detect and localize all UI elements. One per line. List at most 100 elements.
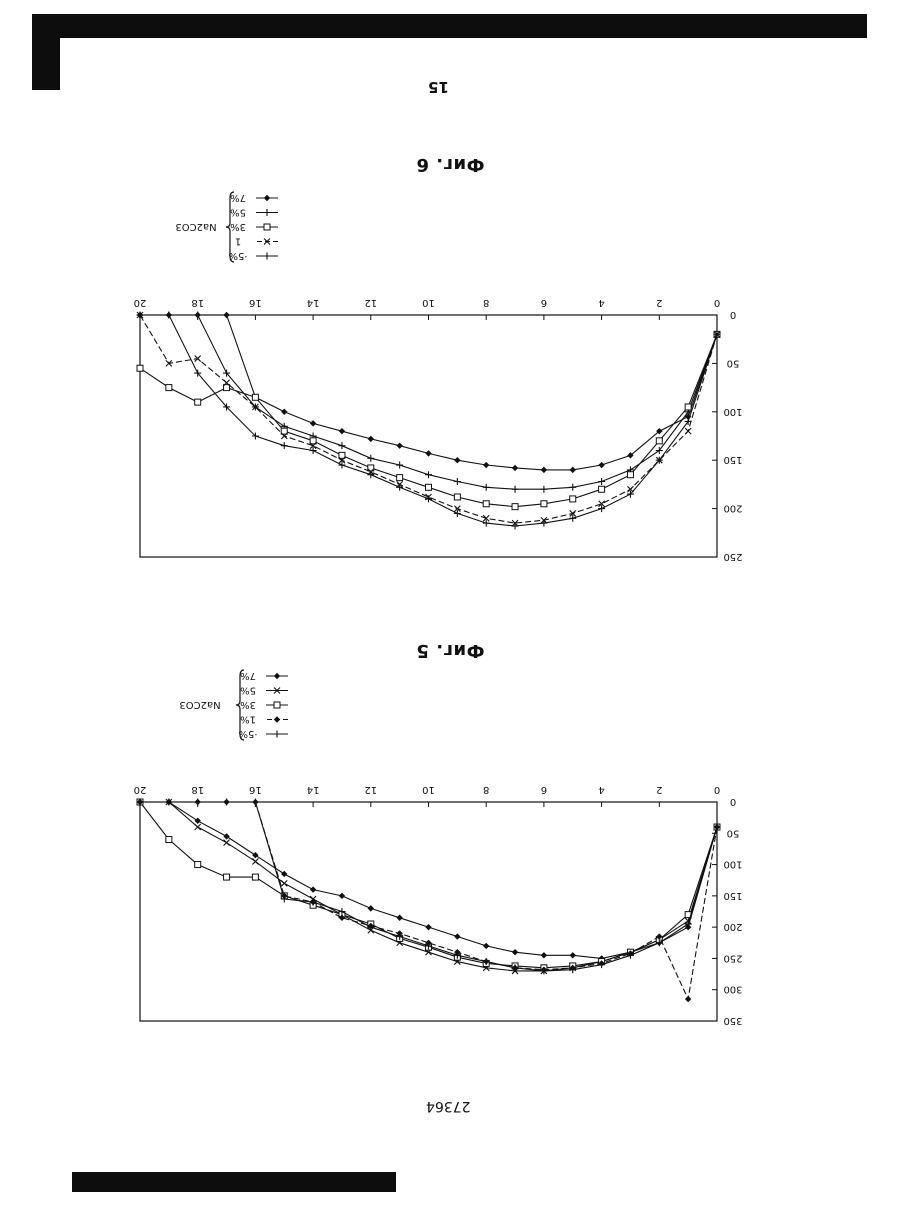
fig5-series-point: [223, 799, 230, 806]
fig6-series-point: [252, 394, 258, 400]
fig6-series-point: [540, 486, 547, 493]
fig5-legend-marker: [274, 731, 281, 738]
fig5-series-point: [195, 862, 201, 868]
fig6-series-point: [194, 312, 201, 319]
figure-6-chart: 050100150200250 02468101214161820 7%5%3%…: [134, 192, 743, 562]
fig6-x-tick-label: 6: [541, 297, 547, 308]
fig6-series-point: [166, 385, 172, 391]
fig5-legend-label: 7%: [240, 670, 256, 681]
fig5-y-tick-label: 250: [723, 952, 742, 963]
fig6-series-point: [541, 467, 547, 473]
fig5-x-tick-label: 0: [714, 784, 720, 795]
fig5-series-point: [281, 880, 287, 886]
fig6-series-line: [140, 315, 717, 470]
fig6-series-line: [140, 315, 717, 489]
fig6-series-point: [598, 478, 605, 485]
fig5-series-point: [281, 871, 287, 877]
fig6-series-point: [195, 399, 201, 405]
fig6-legend-label: ·5%: [228, 250, 247, 261]
fig5-x-tick-label: 14: [307, 784, 320, 795]
fig6-legend-marker: [264, 253, 271, 260]
fig6-y-tick-label: 100: [723, 406, 742, 417]
fig5-series-point: [252, 874, 258, 880]
fig6-series-point: [512, 523, 519, 530]
fig5-series-line: [140, 802, 717, 999]
fig5-series-point: [195, 824, 201, 830]
fig6-series-point: [454, 478, 461, 485]
fig6-series-point: [339, 428, 345, 434]
fig6-series-point: [685, 428, 691, 434]
fig5-y-tick-label: 200: [723, 921, 742, 932]
fig6-series-point: [627, 472, 633, 478]
fig6-series-point: [570, 496, 576, 502]
fig6-series-point: [512, 465, 518, 471]
fig6-series-point: [396, 484, 403, 491]
fig5-x-tick-label: 6: [541, 784, 547, 795]
fig6-series-point: [396, 442, 402, 448]
fig6-series-point: [454, 457, 460, 463]
fig5-legend-group-label: Na2CO3: [179, 699, 220, 710]
fig5-series-point: [368, 905, 374, 911]
fig5-x-tick-label: 2: [656, 784, 662, 795]
fig6-series-point: [454, 494, 460, 500]
fig5-series-point: [310, 886, 316, 892]
fig5-legend-marker: [274, 702, 280, 708]
fig5-series-point: [224, 840, 230, 846]
fig5-series-point: [425, 924, 431, 930]
fig5-legend-label: 5%: [240, 685, 256, 696]
fig5-series-point: [194, 799, 201, 806]
fig6-x-tick-label: 2: [656, 297, 662, 308]
fig6-series-point: [338, 442, 345, 449]
fig6-y-tick-label: 50: [727, 357, 740, 368]
fig6-series-point: [137, 365, 143, 371]
fig5-y-tick-label: 50: [727, 827, 740, 838]
fig6-legend-group-label: Na2CO3: [175, 221, 216, 232]
fig5-y-tick-label: 300: [723, 984, 742, 995]
fig6-series-point: [367, 455, 374, 462]
figure-5-chart: 050100150200250300350 02468101214161820 …: [134, 670, 743, 1026]
fig6-series-point: [512, 486, 519, 493]
fig5-series-point: [195, 818, 201, 824]
fig6-x-tick-label: 16: [249, 297, 262, 308]
fig6-series-point: [685, 404, 691, 410]
fig6-series-point: [310, 420, 316, 426]
fig6-series-point: [599, 486, 605, 492]
fig6-legend-label: 1: [235, 236, 241, 247]
fig6-series-point: [598, 462, 604, 468]
fig6-x-tick-label: 20: [134, 297, 147, 308]
fig6-legend-marker: [264, 195, 270, 201]
fig6-legend-marker: [264, 224, 270, 230]
fig5-series-point: [541, 952, 547, 958]
fig5-series-point: [483, 943, 489, 949]
fig5-x-tick-label: 10: [422, 784, 435, 795]
fig6-y-tick-label: 150: [723, 454, 742, 465]
fig6-x-tick-label: 18: [191, 297, 204, 308]
fig6-x-tick-label: 4: [598, 297, 604, 308]
fig5-series-point: [252, 852, 258, 858]
fig5-series-point: [454, 933, 460, 939]
fig5-series-point: [396, 915, 402, 921]
fig6-series-point: [396, 462, 403, 469]
fig5-series-point: [339, 893, 345, 899]
fig6-series-point: [367, 471, 374, 478]
fig6-series-point: [223, 312, 229, 318]
fig6-series-point: [281, 442, 288, 449]
fig6-y-tick-label: 0: [730, 309, 736, 320]
fig5-x-tick-label: 20: [134, 784, 147, 795]
fig6-x-tick-label: 14: [307, 297, 320, 308]
fig6-series-line: [140, 334, 717, 506]
fig6-series-point: [425, 471, 432, 478]
fig6-series-point: [541, 501, 547, 507]
fig6-series-point: [425, 450, 431, 456]
fig6-x-tick-label: 8: [483, 297, 489, 308]
fig6-x-tick-label: 10: [422, 297, 435, 308]
figure-6-plot-frame: [140, 315, 717, 557]
fig5-x-tick-label: 12: [364, 784, 377, 795]
fig6-series-point: [656, 438, 662, 444]
fig6-x-tick-label: 12: [364, 297, 377, 308]
fig5-y-tick-label: 350: [723, 1015, 742, 1026]
fig5-y-tick-label: 0: [730, 796, 736, 807]
fig6-series-point: [512, 504, 518, 510]
fig6-series-point: [570, 467, 576, 473]
